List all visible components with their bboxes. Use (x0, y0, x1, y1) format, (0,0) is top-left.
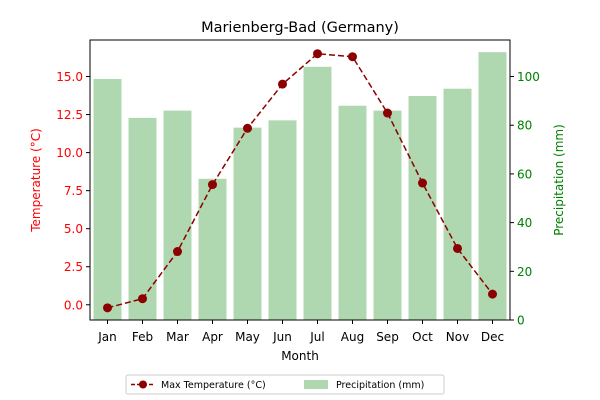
left-tick-label: 5.0 (64, 222, 83, 236)
temperature-line-layer (103, 49, 497, 313)
x-tick-label: Oct (412, 330, 433, 344)
right-tick-label: 80 (517, 119, 532, 133)
temperature-point-nov (453, 243, 462, 253)
legend-label-precipitation: Precipitation (mm) (336, 380, 424, 391)
precipitation-bar-oct (408, 96, 437, 320)
x-axis-label: Month (281, 349, 319, 363)
precipitation-bar-aug (338, 105, 367, 321)
precipitation-bar-nov (443, 88, 472, 320)
precipitation-bar-mar (163, 110, 192, 320)
precipitation-bar-jan (93, 78, 122, 321)
precipitation-bar-sep (373, 110, 402, 320)
temperature-line (107, 52, 494, 309)
temperature-point-apr (208, 180, 217, 190)
x-axis-ticks: Jan Feb Mar Apr May Jun Jul Aug Sep Oct Nov Dec (97, 320, 504, 344)
right-tick-label: 60 (517, 167, 532, 181)
legend-frame (125, 374, 445, 395)
x-tick-label: Jan (97, 330, 117, 344)
x-tick-label: Apr (202, 330, 223, 344)
temperature-point-oct (418, 178, 427, 188)
x-tick-label: Jul (309, 330, 324, 344)
x-tick-label: Jun (272, 330, 292, 344)
left-axis-label: Temperature (°C) (29, 128, 43, 233)
x-tick-label: Aug (341, 330, 364, 344)
temperature-point-jan (103, 303, 112, 313)
x-tick-label: May (235, 330, 260, 344)
right-tick-label: 20 (517, 265, 532, 279)
left-tick-label: 0.0 (64, 298, 83, 312)
precipitation-bar-jun (268, 120, 297, 320)
left-axis-ticks: 0.0 2.5 5.0 7.5 10.0 12.5 15.0 (56, 70, 90, 312)
x-tick-label: Mar (166, 330, 189, 344)
legend: Max Temperature (°C) Precipitation (mm) (125, 374, 445, 395)
temperature-point-may (243, 123, 252, 133)
left-tick-label: 7.5 (64, 184, 83, 198)
left-tick-label: 15.0 (56, 70, 83, 84)
x-tick-label: Sep (376, 330, 399, 344)
legend-bar-swatch (304, 380, 328, 389)
precipitation-bar-jul (303, 66, 332, 320)
plot-frame (89, 39, 511, 321)
left-tick-label: 10.0 (56, 146, 83, 160)
temperature-point-mar (173, 247, 182, 257)
precipitation-bar-apr (198, 178, 227, 320)
left-tick-label: 2.5 (64, 260, 83, 274)
precipitation-bar-dec (478, 52, 507, 321)
temperature-point-jun (278, 79, 287, 89)
right-axis-label: Precipitation (mm) (552, 124, 566, 236)
temperature-point-dec (488, 289, 497, 299)
legend-line-marker (139, 380, 147, 389)
right-axis-ticks: 0 20 40 60 80 100 (510, 70, 540, 328)
temperature-point-feb (138, 294, 147, 304)
temperature-point-jul (313, 49, 322, 59)
right-tick-label: 0 (517, 314, 525, 328)
right-tick-label: 40 (517, 216, 532, 230)
precipitation-bars (93, 52, 507, 321)
x-tick-label: Nov (446, 330, 469, 344)
precipitation-bar-may (233, 127, 262, 321)
right-tick-label: 100 (517, 70, 540, 84)
x-tick-label: Feb (132, 330, 153, 344)
legend-label-temperature: Max Temperature (°C) (161, 380, 266, 391)
left-tick-label: 12.5 (56, 108, 83, 122)
x-tick-label: Dec (481, 330, 504, 344)
temperature-point-aug (348, 52, 357, 62)
temperature-point-sep (383, 108, 392, 118)
chart-title: Marienberg-Bad (Germany) (201, 20, 399, 36)
precipitation-bar-feb (128, 117, 157, 320)
